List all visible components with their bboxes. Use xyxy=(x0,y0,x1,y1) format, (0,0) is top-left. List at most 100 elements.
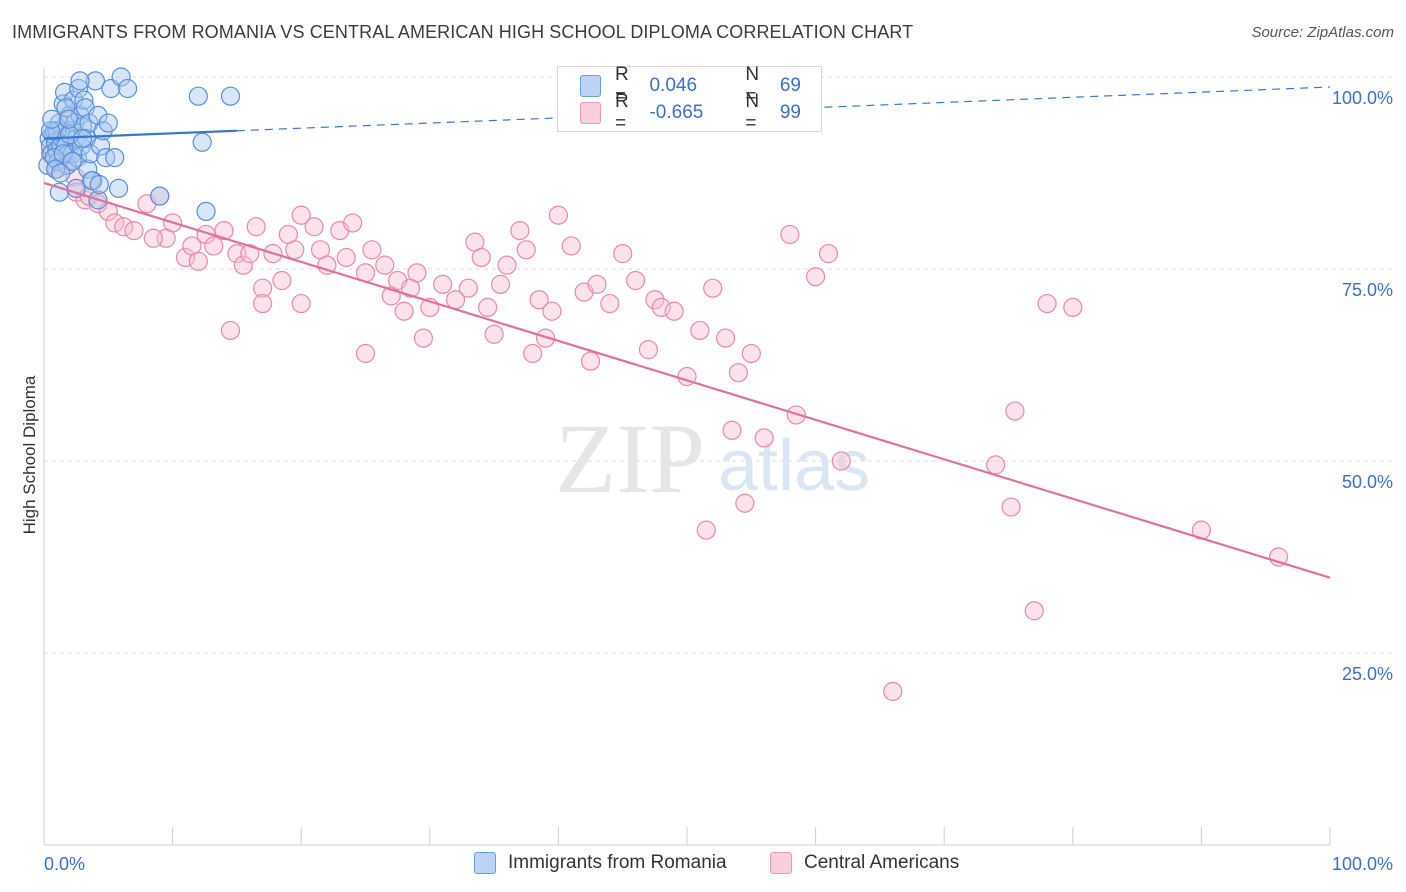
data-point xyxy=(523,343,543,364)
data-point xyxy=(42,109,62,129)
data-point xyxy=(986,455,1006,475)
data-point xyxy=(805,267,826,287)
data-point xyxy=(561,236,581,256)
bottom-legend-romania[interactable]: Immigrants from Romania xyxy=(474,852,727,874)
data-point xyxy=(413,328,433,348)
data-point xyxy=(69,78,89,99)
data-point xyxy=(291,293,311,314)
data-point xyxy=(72,128,93,149)
data-point xyxy=(196,201,216,221)
x-tick-label: 0.0% xyxy=(44,854,85,874)
data-point xyxy=(78,159,98,179)
data-point xyxy=(703,278,723,298)
data-point xyxy=(516,240,536,260)
data-point xyxy=(220,320,241,341)
data-point xyxy=(62,151,82,172)
data-point xyxy=(246,217,266,237)
series-central-americans xyxy=(40,144,1289,702)
data-point xyxy=(728,363,749,383)
data-point xyxy=(188,251,208,271)
legend-r-label: R = xyxy=(614,64,629,107)
data-point xyxy=(1024,601,1044,621)
axes xyxy=(43,68,1331,846)
data-point xyxy=(497,255,517,275)
data-point xyxy=(625,270,646,291)
tick-labels: 100.0% 75.0% 50.0% 25.0% 0.0% 100.0% xyxy=(44,88,1393,874)
data-point xyxy=(98,113,118,133)
watermark-zip: ZIP xyxy=(555,403,705,514)
trend-line-blue xyxy=(43,129,237,140)
data-point xyxy=(818,244,839,264)
data-point xyxy=(471,247,491,268)
data-point xyxy=(715,328,736,348)
legend-n-value: 99 xyxy=(779,102,801,123)
data-point xyxy=(362,240,382,260)
bottom-legend-central-americans[interactable]: Central Americans xyxy=(770,852,959,874)
legend-label-romania: Immigrants from Romania xyxy=(508,852,727,873)
data-point xyxy=(192,132,212,152)
x-tick-label: 100.0% xyxy=(1332,854,1393,874)
legend-swatch-blue xyxy=(580,75,601,97)
data-point xyxy=(741,343,761,364)
y-tick-label: 100.0% xyxy=(1332,88,1393,108)
data-point xyxy=(285,240,305,260)
legend-label-central-americans: Central Americans xyxy=(804,852,960,873)
data-point xyxy=(214,221,234,241)
y-tick-label: 50.0% xyxy=(1342,472,1393,492)
data-point xyxy=(1037,293,1057,314)
data-point xyxy=(124,221,144,241)
data-point xyxy=(478,297,498,317)
data-point xyxy=(105,148,125,168)
legend-row-central-americans: R = -0.665 N = 99 xyxy=(580,91,821,134)
data-point xyxy=(175,247,196,268)
data-point xyxy=(433,274,453,294)
data-point xyxy=(66,178,86,198)
y-axis-label: High School Diploma xyxy=(20,375,39,534)
data-point xyxy=(80,144,100,164)
data-point xyxy=(510,221,530,241)
data-point xyxy=(343,213,363,233)
data-point xyxy=(754,428,774,448)
data-point xyxy=(89,174,109,195)
legend-swatch-pink xyxy=(770,852,792,874)
data-point xyxy=(883,681,903,702)
data-point xyxy=(60,125,80,145)
data-point xyxy=(407,263,427,283)
data-point xyxy=(150,186,170,206)
legend-n-value: 69 xyxy=(779,75,801,96)
legend-row-romania: R = 0.046 N = 69 xyxy=(580,64,821,107)
data-point xyxy=(85,71,106,91)
source-label: Source: ZipAtlas.com xyxy=(1251,24,1394,41)
data-point xyxy=(490,274,511,294)
data-point xyxy=(780,224,800,245)
data-point xyxy=(1063,297,1083,317)
chart-title: IMMIGRANTS FROM ROMANIA VS CENTRAL AMERI… xyxy=(12,22,914,42)
data-point xyxy=(56,98,76,118)
y-tick-label: 25.0% xyxy=(1342,664,1393,684)
watermark-atlas: atlas xyxy=(718,426,870,506)
data-point xyxy=(220,86,241,106)
data-point xyxy=(458,278,478,298)
data-point xyxy=(117,78,138,99)
data-point xyxy=(638,340,659,360)
legend-r-value: -0.665 xyxy=(649,102,704,123)
data-point xyxy=(336,247,356,268)
data-point xyxy=(143,228,163,248)
legend-n-label: N = xyxy=(745,91,760,134)
data-point xyxy=(735,493,755,513)
y-tick-label: 75.0% xyxy=(1342,280,1393,300)
data-point xyxy=(108,178,129,198)
data-point xyxy=(613,244,633,264)
data-point xyxy=(88,105,108,126)
trend-line-pink xyxy=(43,181,1331,579)
data-point xyxy=(74,90,94,110)
data-point xyxy=(600,293,620,314)
data-point xyxy=(233,255,253,275)
data-point xyxy=(696,520,716,540)
data-point xyxy=(70,71,90,91)
data-point xyxy=(240,244,260,264)
data-point xyxy=(355,343,376,364)
data-point xyxy=(645,290,665,310)
data-point xyxy=(484,324,504,344)
data-point xyxy=(548,205,569,225)
